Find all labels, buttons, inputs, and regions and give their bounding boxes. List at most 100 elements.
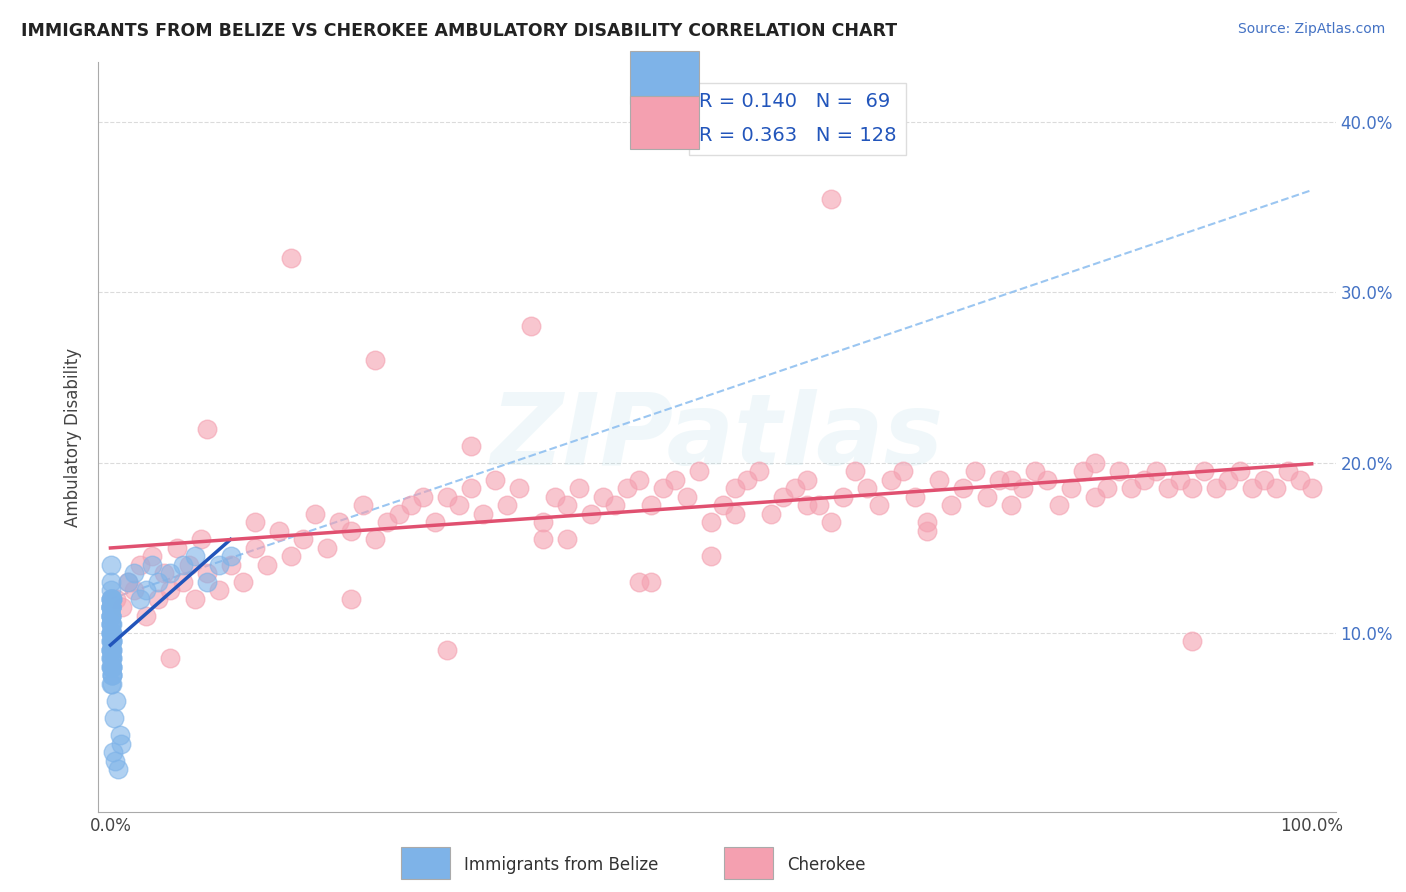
Point [107,762,129,776]
Point [724,507,747,521]
Point [183,549,205,564]
Point [495,498,517,512]
Point [117,574,139,589]
Point [100,608,122,623]
Point [1229,464,1251,478]
Point [447,498,470,512]
Point [1121,481,1143,495]
Point [471,507,494,521]
Point [412,490,434,504]
Point [796,473,818,487]
Point [100,668,122,682]
Point [676,490,699,504]
Point [832,490,855,504]
Point [100,677,122,691]
Point [748,464,770,478]
Point [1156,481,1178,495]
Point [785,481,807,495]
Point [100,634,122,648]
FancyBboxPatch shape [630,96,699,149]
Point [1012,481,1035,495]
Point [100,600,122,615]
Point [159,566,181,581]
Point [555,533,578,547]
Text: IMMIGRANTS FROM BELIZE VS CHEROKEE AMBULATORY DISABILITY CORRELATION CHART: IMMIGRANTS FROM BELIZE VS CHEROKEE AMBUL… [21,22,897,40]
Point [436,490,458,504]
Point [700,549,723,564]
Point [1192,464,1215,478]
Point [100,626,122,640]
Point [664,473,686,487]
Point [1264,481,1286,495]
Point [100,660,122,674]
Point [100,591,122,606]
Point [820,192,842,206]
Point [129,558,152,572]
Point [460,439,482,453]
Point [627,574,650,589]
Point [1180,481,1202,495]
Point [1060,481,1083,495]
Point [100,600,122,615]
Point [100,668,122,682]
Point [941,498,963,512]
Point [101,626,124,640]
Point [141,549,163,564]
Point [844,464,866,478]
Point [207,583,229,598]
Point [148,591,170,606]
Point [952,481,974,495]
Point [1024,464,1046,478]
Point [101,660,124,674]
Point [291,533,314,547]
Point [1000,473,1022,487]
Point [100,600,122,615]
Point [129,591,152,606]
Point [1180,634,1202,648]
Point [256,558,278,572]
Point [1144,464,1167,478]
Point [328,515,350,529]
Point [100,608,122,623]
Point [153,566,176,581]
Point [141,558,163,572]
FancyBboxPatch shape [724,847,773,879]
Point [100,591,122,606]
Point [1205,481,1227,495]
Point [315,541,337,555]
Point [1168,473,1191,487]
Point [219,549,242,564]
Point [759,507,782,521]
Point [1277,464,1299,478]
Point [172,574,194,589]
Point [904,490,927,504]
Point [232,574,254,589]
Point [1288,473,1310,487]
Point [375,515,398,529]
Point [808,498,831,512]
Point [1132,473,1154,487]
Point [100,643,122,657]
Point [207,558,229,572]
Point [891,464,914,478]
Point [364,353,387,368]
Point [280,549,302,564]
Point [304,507,326,521]
Point [735,473,758,487]
Point [100,651,122,665]
Point [100,643,122,657]
Point [100,660,122,674]
Point [388,507,411,521]
Text: Immigrants from Belize: Immigrants from Belize [464,856,658,874]
Point [436,643,458,657]
Point [166,541,188,555]
Point [100,617,122,632]
Point [100,668,122,682]
Text: Cherokee: Cherokee [787,856,866,874]
Point [700,515,723,529]
Point [100,608,122,623]
Point [339,524,361,538]
Point [124,566,146,581]
Point [1073,464,1095,478]
Point [243,541,266,555]
